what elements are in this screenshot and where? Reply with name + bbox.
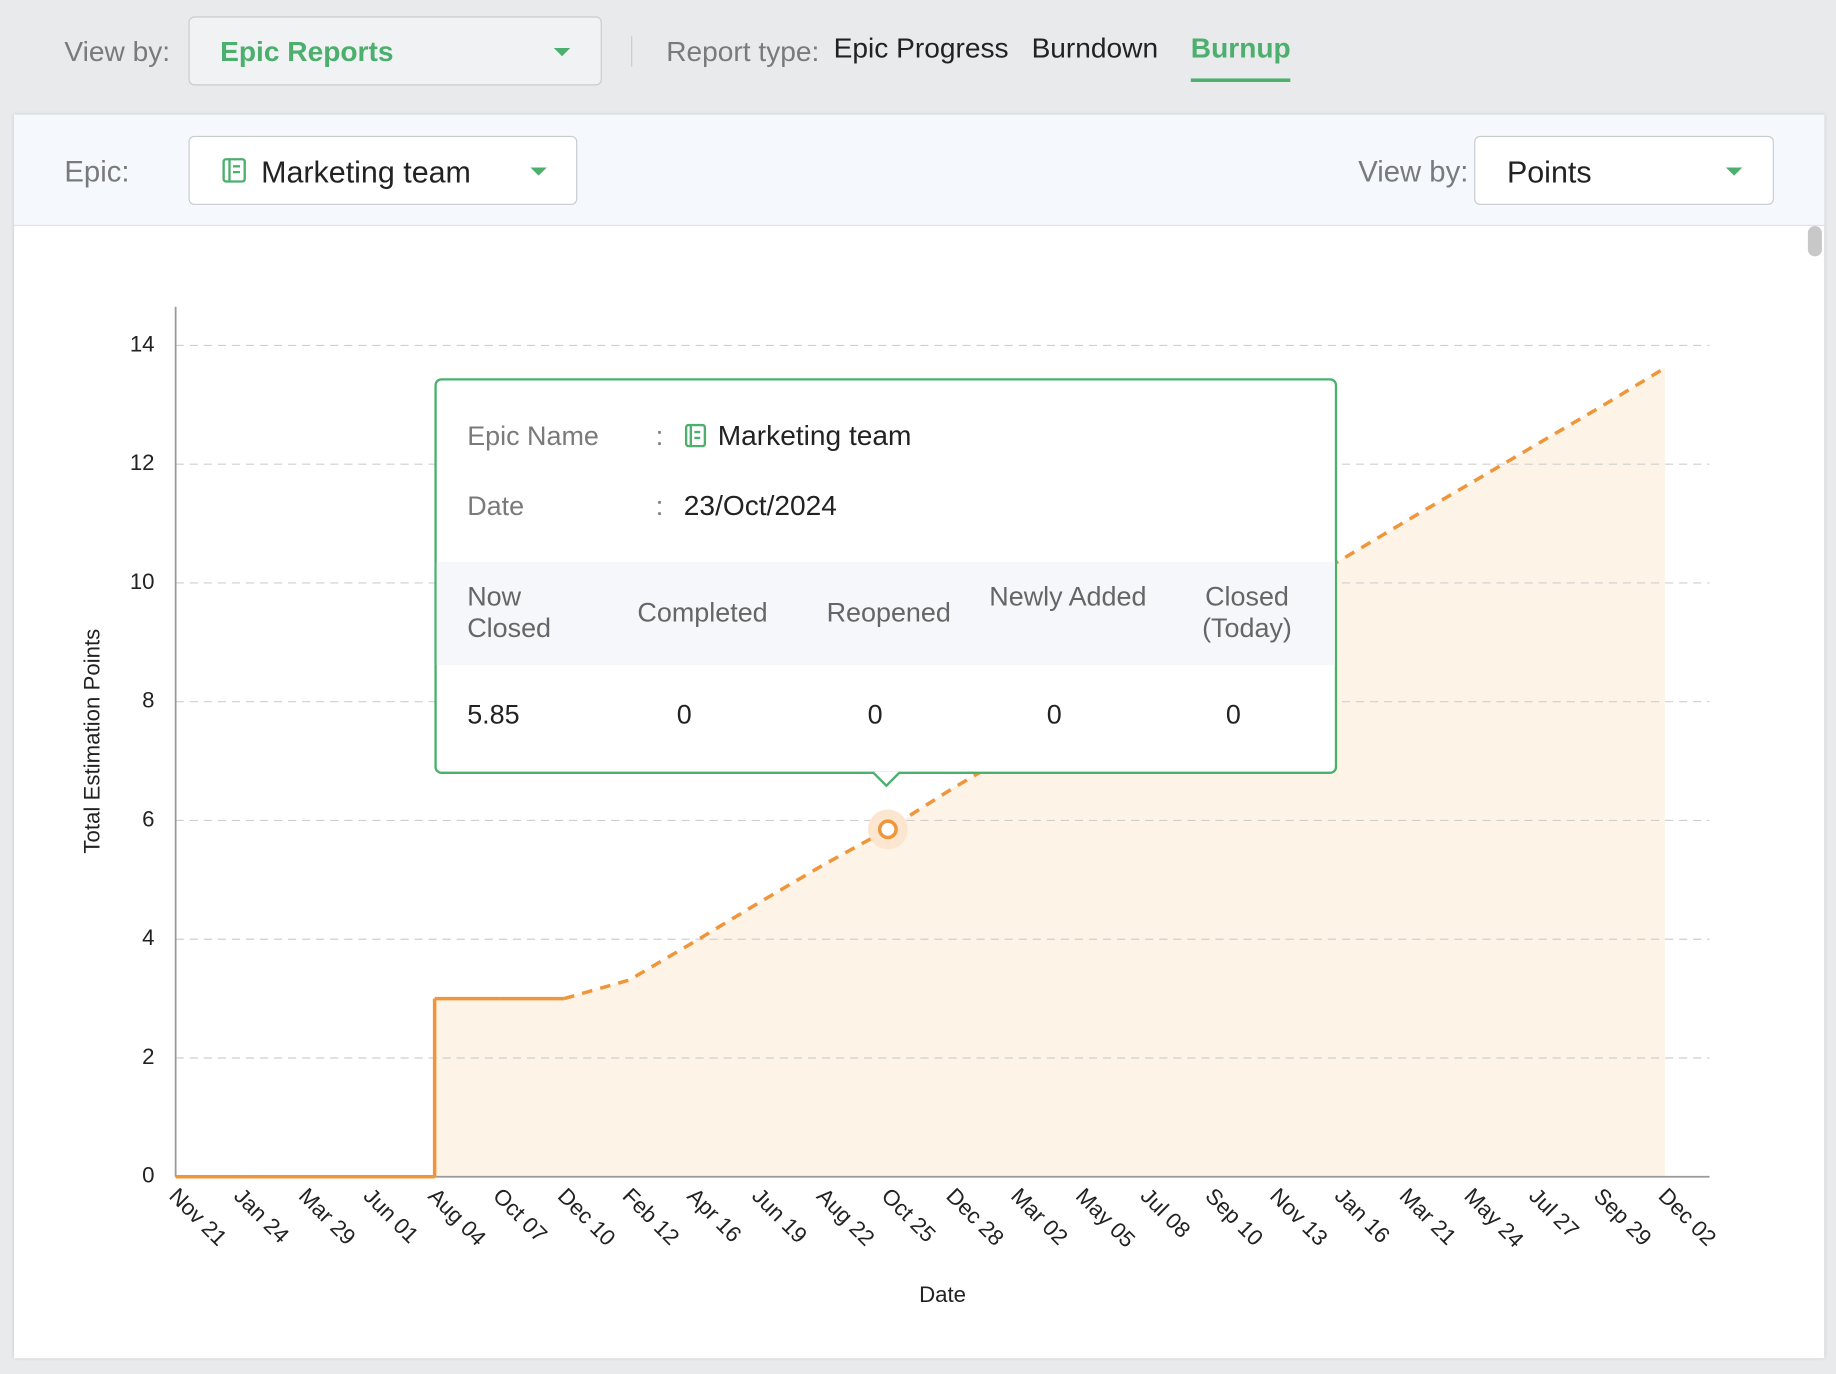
column-value: 0 [677,699,692,731]
tooltip-pointer [872,772,900,788]
x-axis-title: Date [919,1282,966,1307]
x-tick-label: Jul 08 [1136,1183,1196,1243]
x-tick-label: Nov 13 [1265,1183,1332,1250]
x-tick-label: Jan 16 [1330,1183,1395,1248]
field-separator: : [656,491,663,523]
x-tick-label: May 05 [1071,1183,1140,1252]
y-tick-label: 4 [142,925,154,950]
x-tick-label: Mar 02 [1006,1183,1073,1250]
x-tick-label: Sep 29 [1589,1183,1657,1251]
y-axis-title: Total Estimation Points [80,629,105,854]
x-tick-label: Jun 19 [747,1183,812,1248]
x-tick-label: Jul 27 [1524,1183,1584,1243]
field-separator: : [656,420,663,452]
column-header: Completed [615,597,791,629]
y-tick-label: 14 [130,331,155,356]
area-fill [499,999,564,1177]
column-header: Reopened [801,597,977,629]
area-fill [435,999,500,1177]
x-tick-label: Apr 16 [682,1183,746,1247]
x-tick-label: Dec 10 [553,1183,620,1250]
y-tick-label: 10 [130,569,155,594]
epic-icon [683,423,709,456]
y-tick-label: 2 [142,1044,154,1069]
y-tick-label: 0 [142,1163,154,1188]
y-tick-label: 6 [142,806,154,831]
field-value: 23/Oct/2024 [684,491,837,524]
x-tick-label: Aug 22 [812,1183,880,1251]
x-tick-label: Oct 25 [877,1183,941,1247]
column-header: Newly Added [980,581,1156,613]
column-header: Now Closed [467,581,561,644]
tooltip: Epic Name:Marketing teamDate:23/Oct/2024… [434,378,1337,774]
hover-point [880,821,896,837]
y-tick-label: 12 [130,450,155,475]
column-value: 0 [1226,699,1241,731]
x-tick-label: Oct 07 [488,1183,552,1247]
column-value: 0 [1047,699,1062,731]
x-tick-label: Nov 21 [164,1183,231,1250]
column-header: Closed (Today) [1159,581,1335,644]
field-value: Marketing team [718,420,912,453]
x-tick-label: Feb 12 [618,1183,685,1250]
x-tick-label: Sep 10 [1200,1183,1268,1251]
x-tick-label: May 24 [1459,1183,1528,1252]
column-value: 0 [868,699,883,731]
x-tick-label: Mar 29 [294,1183,361,1250]
x-tick-label: Mar 21 [1395,1183,1462,1250]
x-tick-label: Jun 01 [359,1183,424,1248]
x-tick-label: Dec 02 [1654,1183,1721,1250]
x-tick-label: Jan 24 [229,1183,294,1248]
x-tick-label: Dec 28 [941,1183,1008,1250]
y-tick-label: 8 [142,688,154,713]
x-tick-label: Aug 04 [423,1183,491,1251]
column-value: 5.85 [467,699,519,731]
field-label: Epic Name [467,420,599,452]
field-label: Date [467,491,524,523]
